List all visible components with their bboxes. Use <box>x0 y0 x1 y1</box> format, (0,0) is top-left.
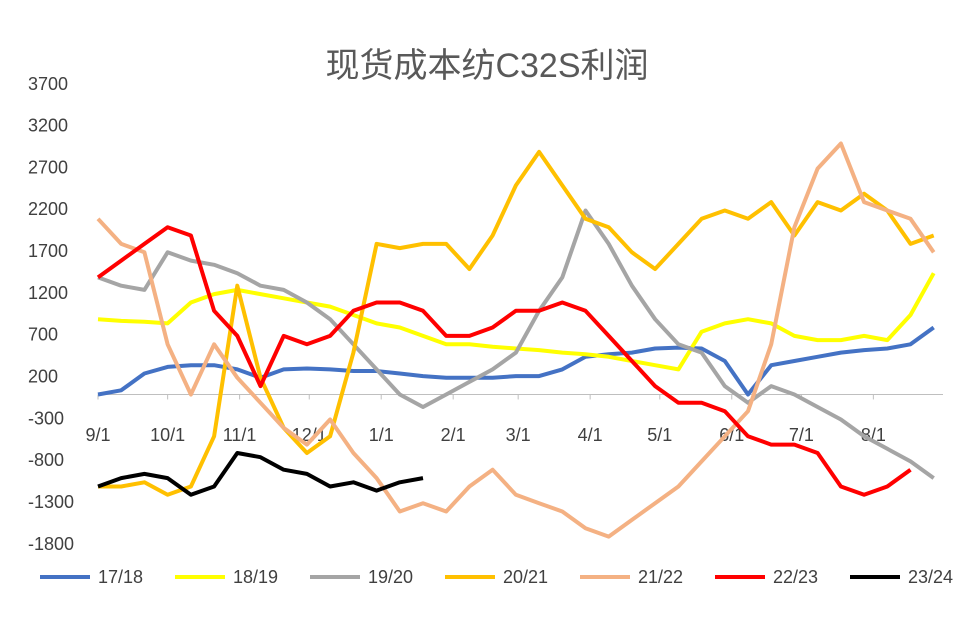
series-line <box>97 325 935 397</box>
x-tick-label: 10/1 <box>150 425 185 445</box>
legend-label: 19/20 <box>368 567 413 587</box>
series-line <box>97 208 935 480</box>
legend-label: 17/18 <box>98 567 143 587</box>
y-tick-label: 1200 <box>28 283 68 303</box>
chart-title: 现货成本纺C32S利润 <box>325 47 648 85</box>
series-line <box>97 451 424 497</box>
legend-label: 21/22 <box>638 567 683 587</box>
x-tick-label: 11/1 <box>223 425 257 445</box>
y-tick-label: 1700 <box>28 241 68 261</box>
x-tick-label: 8/1 <box>861 425 886 445</box>
x-tick-label: 5/1 <box>647 425 672 445</box>
series-line <box>96 141 936 539</box>
x-tick-label: 7/1 <box>789 425 814 445</box>
y-tick-label: -1300 <box>28 492 74 512</box>
y-tick-label: 200 <box>28 366 58 386</box>
y-tick-label: -800 <box>28 450 64 470</box>
x-tick-label: 4/1 <box>578 425 603 445</box>
y-tick-label: 3700 <box>28 74 68 94</box>
x-tick-label: 9/1 <box>85 425 110 445</box>
y-tick-label: 700 <box>28 325 58 345</box>
legend-label: 23/24 <box>908 567 953 587</box>
y-tick-label: 2700 <box>28 157 68 177</box>
y-tick-label: 3200 <box>28 116 68 136</box>
x-tick-label: 6/1 <box>719 425 744 445</box>
y-tick-label: 2200 <box>28 199 68 219</box>
y-tick-label: -300 <box>28 408 64 428</box>
legend-label: 18/19 <box>233 567 278 587</box>
legend-label: 20/21 <box>503 567 548 587</box>
y-tick-label: -1800 <box>28 534 74 554</box>
x-tick-label: 2/1 <box>441 425 466 445</box>
x-tick-label: 1/1 <box>369 425 394 445</box>
legend-label: 22/23 <box>773 567 818 587</box>
series-line <box>96 225 912 497</box>
x-tick-label: 3/1 <box>506 425 531 445</box>
